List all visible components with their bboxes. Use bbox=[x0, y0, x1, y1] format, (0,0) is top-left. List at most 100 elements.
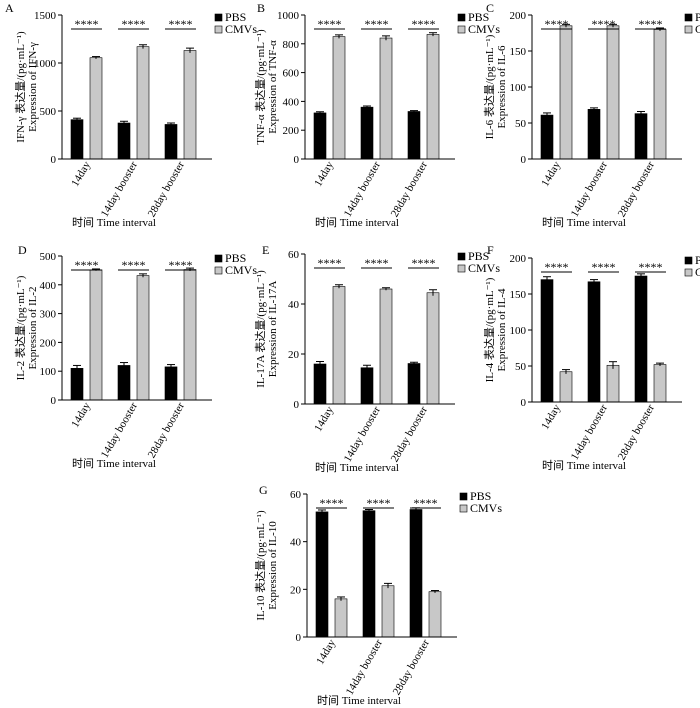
bar-cmvs bbox=[332, 286, 346, 405]
x-tick-label: 28day booster bbox=[146, 400, 188, 460]
significance-stars: **** bbox=[592, 17, 616, 31]
bar-pbs bbox=[313, 363, 327, 405]
bar-pbs bbox=[587, 281, 601, 403]
bar-cmvs bbox=[559, 371, 573, 403]
x-tick-label: 28day booster bbox=[146, 159, 188, 219]
significance-stars: **** bbox=[318, 17, 342, 31]
bar-cmvs bbox=[653, 364, 667, 403]
y-axis-label: IL-6 表达量/(pg·mL⁻¹) bbox=[482, 34, 496, 139]
x-tick-label: 14day booster bbox=[569, 159, 611, 219]
legend-swatch-cmvs bbox=[684, 25, 693, 34]
significance-stars: **** bbox=[365, 256, 389, 270]
y-tick-label: 20 bbox=[290, 584, 302, 596]
significance-stars: **** bbox=[545, 17, 569, 31]
x-tick-label: 14day booster bbox=[569, 402, 611, 462]
bar-cmvs bbox=[136, 275, 150, 401]
chart-panel: G IL-10 表达量/(pg·mL⁻¹) Expression of IL-10 0… bbox=[253, 483, 502, 707]
y-tick-label: 1000 bbox=[34, 58, 57, 70]
legend-swatch-cmvs bbox=[457, 25, 466, 34]
legend-label: CMVs bbox=[695, 265, 700, 279]
legend-swatch-pbs bbox=[457, 13, 466, 22]
panel-letter: E bbox=[262, 243, 269, 257]
y-tick-label: 0 bbox=[521, 397, 527, 409]
chart-panel: F IL-4 表达量/(pg·mL⁻¹) Expression of IL-4 0 50… bbox=[482, 243, 700, 472]
y-axis-label: IFN-γ 表达量/(pg·mL⁻¹) bbox=[13, 31, 27, 143]
bar-cmvs bbox=[183, 269, 197, 401]
x-tick-label: 14day booster bbox=[344, 637, 386, 697]
x-tick-label: 14day bbox=[314, 637, 338, 667]
chart-panel: D IL-2 表达量/(pg·mL⁻¹) Expression of IL-2 0 10… bbox=[13, 243, 257, 470]
y-tick-label: 20 bbox=[288, 349, 300, 361]
legend-swatch-pbs bbox=[459, 492, 468, 501]
chart-panel: A IFN-γ 表达量/(pg·mL⁻¹) Expression of IFN-γ 0… bbox=[5, 1, 257, 229]
y-tick-label: 300 bbox=[40, 309, 57, 321]
x-tick-label: 14day booster bbox=[99, 400, 141, 460]
bar-pbs bbox=[360, 106, 374, 160]
y-axis-label: Expression of IFN-γ bbox=[27, 42, 39, 132]
bar-pbs bbox=[409, 509, 423, 638]
legend-label: PBS bbox=[225, 251, 246, 265]
legend-label: PBS bbox=[470, 489, 491, 503]
y-tick-label: 40 bbox=[290, 537, 302, 549]
panel-letter: C bbox=[486, 1, 494, 15]
x-tick-label: 14day bbox=[539, 159, 563, 189]
bar-pbs bbox=[117, 365, 131, 401]
x-tick-label: 14day booster bbox=[342, 159, 384, 219]
bar-cmvs bbox=[426, 34, 440, 160]
bar-pbs bbox=[164, 124, 178, 160]
x-axis-label: 时间 Time interval bbox=[315, 461, 399, 474]
significance-stars: **** bbox=[639, 260, 663, 274]
legend-label: PBS bbox=[695, 253, 700, 267]
x-tick-label: 28day booster bbox=[616, 402, 658, 462]
x-axis-label: 时间 Time interval bbox=[317, 694, 401, 707]
x-tick-label: 14day bbox=[312, 404, 336, 434]
y-tick-label: 40 bbox=[288, 299, 300, 311]
y-tick-label: 0 bbox=[51, 154, 57, 166]
bar-cmvs bbox=[381, 585, 395, 638]
bar-pbs bbox=[70, 368, 84, 401]
y-tick-label: 50 bbox=[515, 118, 527, 130]
bar-pbs bbox=[634, 113, 648, 160]
significance-stars: **** bbox=[169, 17, 193, 31]
y-tick-label: 1000 bbox=[277, 10, 300, 22]
bar-pbs bbox=[313, 112, 327, 160]
significance-stars: **** bbox=[367, 496, 391, 510]
y-axis-label: IL-4 表达量/(pg·mL⁻¹) bbox=[482, 277, 496, 382]
legend-label: PBS bbox=[468, 249, 489, 263]
significance-stars: **** bbox=[365, 17, 389, 31]
legend-swatch-pbs bbox=[684, 13, 693, 22]
y-axis-label: Expression of IL-6 bbox=[496, 45, 508, 129]
bar-cmvs bbox=[334, 598, 348, 638]
y-tick-label: 200 bbox=[283, 125, 300, 137]
y-tick-label: 0 bbox=[296, 632, 302, 644]
y-axis-label: Expression of TNF-α bbox=[267, 40, 279, 134]
legend-swatch-cmvs bbox=[457, 264, 466, 273]
legend-label: CMVs bbox=[695, 22, 700, 36]
bar-cmvs bbox=[559, 25, 573, 160]
bar-pbs bbox=[117, 122, 131, 160]
legend-swatch-cmvs bbox=[684, 268, 693, 277]
bar-pbs bbox=[164, 366, 178, 401]
y-tick-label: 0 bbox=[294, 154, 300, 166]
y-tick-label: 150 bbox=[510, 46, 527, 58]
significance-stars: **** bbox=[639, 17, 663, 31]
bar-cmvs bbox=[332, 36, 346, 160]
legend-label: PBS bbox=[695, 10, 700, 24]
y-tick-label: 500 bbox=[40, 106, 57, 118]
x-tick-label: 14day booster bbox=[99, 159, 141, 219]
bar-pbs bbox=[70, 119, 84, 160]
y-tick-label: 0 bbox=[521, 154, 527, 166]
bar-cmvs bbox=[89, 269, 103, 401]
y-axis-label: IL-10 表达量/(pg·mL⁻¹) bbox=[253, 510, 267, 621]
y-axis-label: IL-17A 表达量/(pg·mL⁻¹) bbox=[253, 270, 267, 388]
bar-pbs bbox=[634, 275, 648, 403]
significance-stars: **** bbox=[412, 256, 436, 270]
legend-label: CMVs bbox=[225, 263, 257, 277]
x-axis-label: 时间 Time interval bbox=[72, 216, 156, 229]
y-tick-label: 200 bbox=[40, 337, 57, 349]
x-tick-label: 28day booster bbox=[389, 404, 431, 464]
bar-pbs bbox=[540, 114, 554, 160]
significance-stars: **** bbox=[169, 258, 193, 272]
x-tick-label: 14day bbox=[539, 402, 563, 432]
